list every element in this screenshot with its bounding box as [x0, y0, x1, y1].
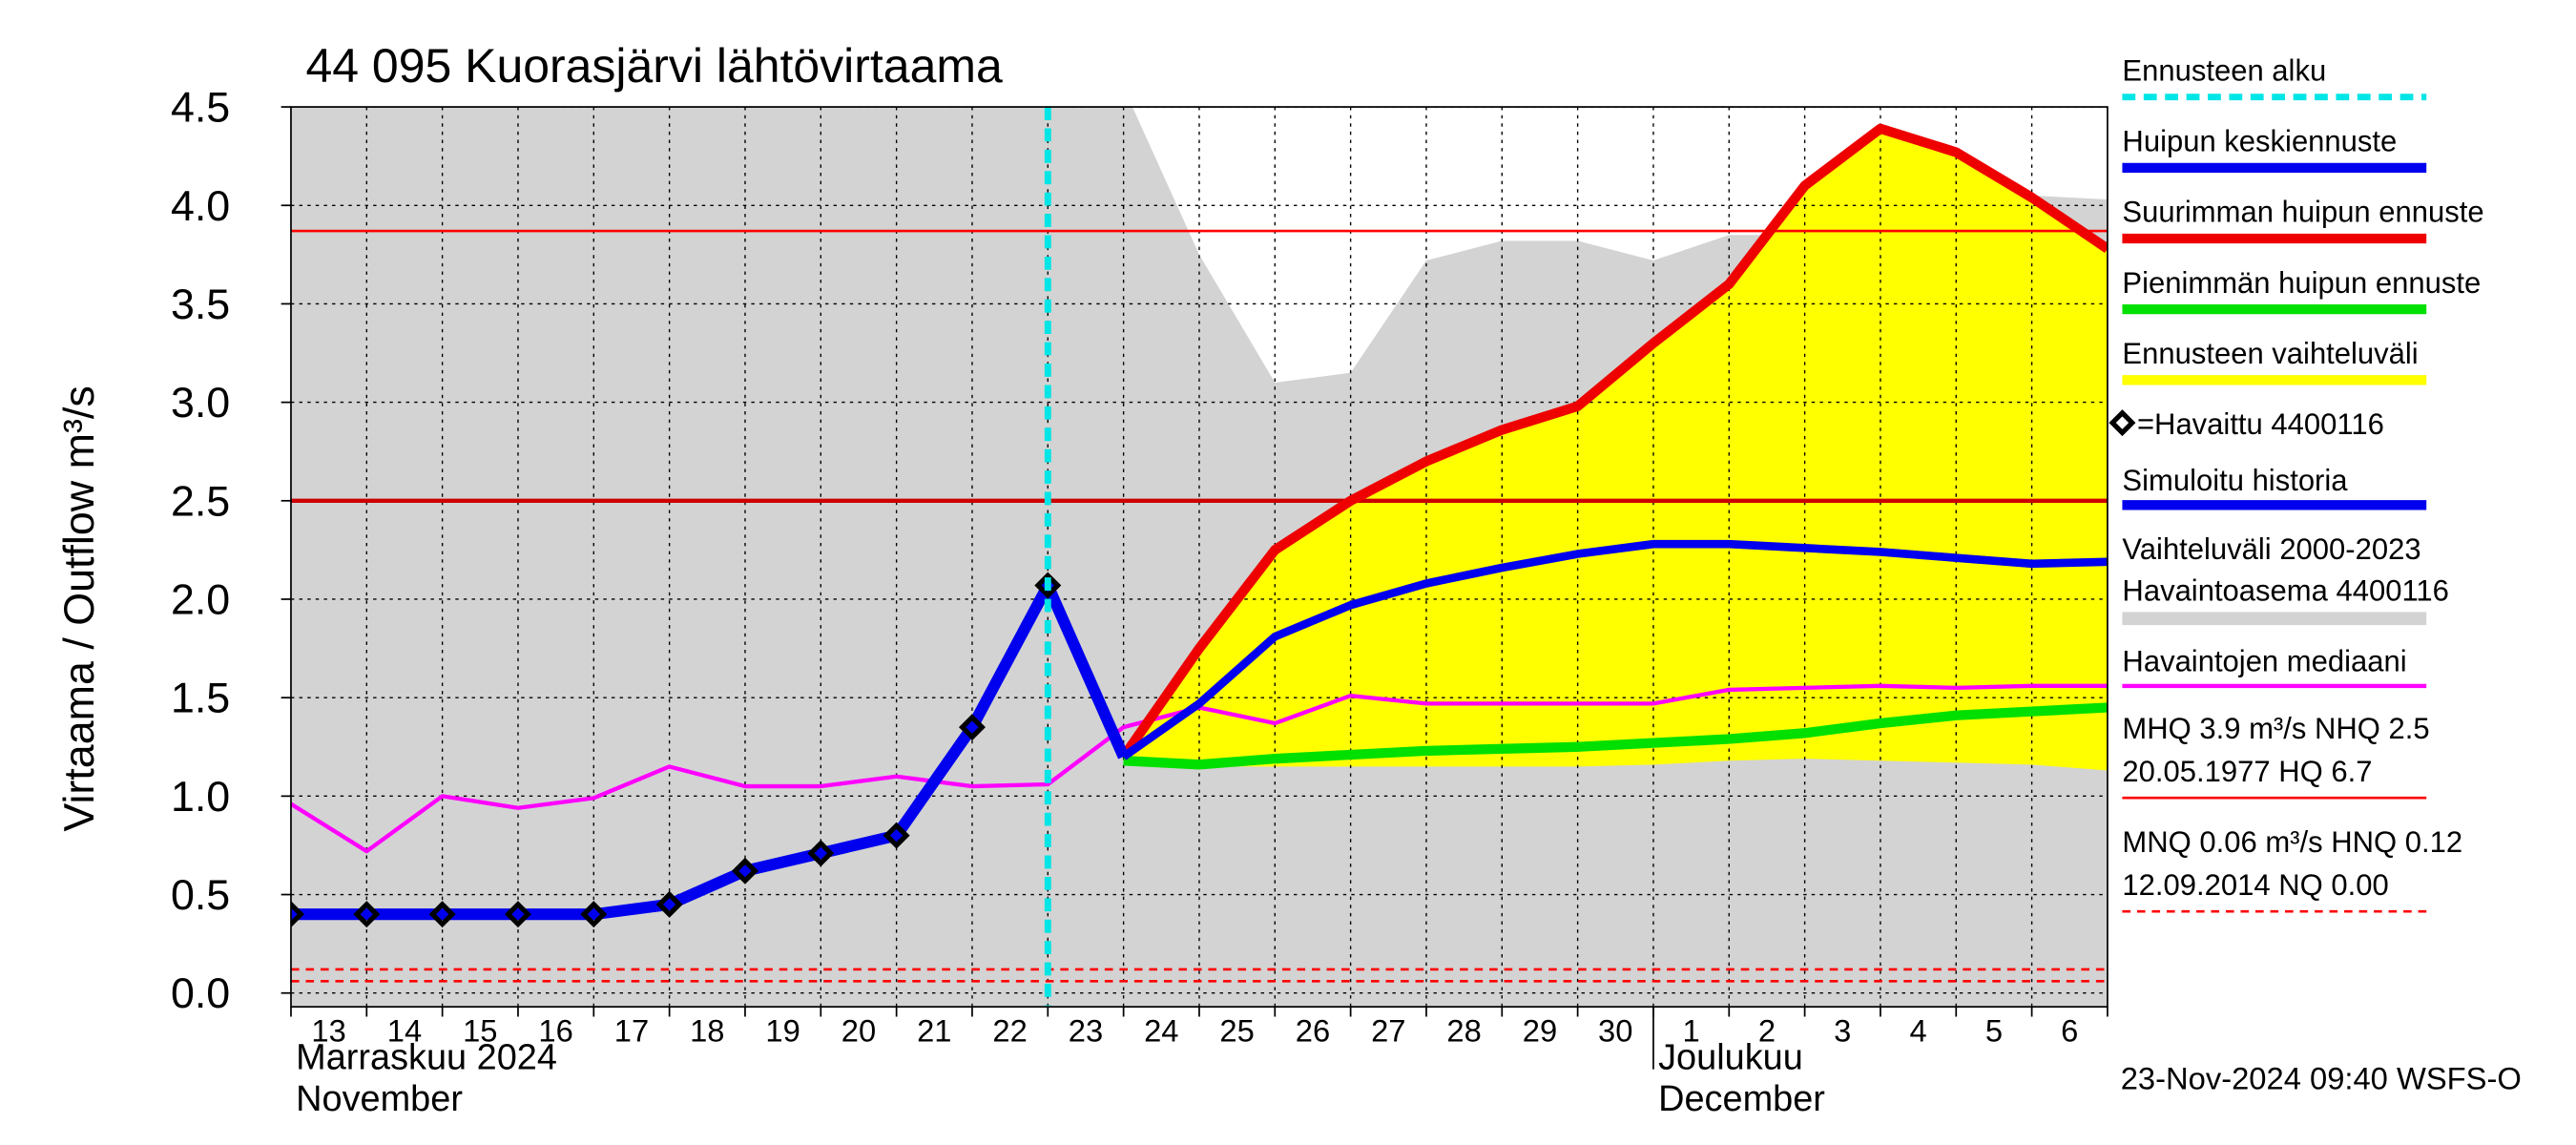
legend-marker: [2109, 409, 2136, 437]
observed-marker: [428, 901, 456, 928]
x-tick-label: 22: [992, 1012, 1027, 1048]
observed-marker: [731, 857, 758, 885]
month-label: Marraskuu 2024: [296, 1038, 557, 1078]
x-tick-label: 6: [2061, 1012, 2078, 1048]
month-label: November: [296, 1079, 463, 1119]
y-tick-label: 4.0: [171, 182, 230, 230]
series-line: [1123, 702, 2108, 770]
legend-label: =Havaittu 4400116: [2137, 407, 2384, 441]
plot-area: [290, 107, 2108, 1008]
legend-label: Havaintoasema 4400116: [2122, 573, 2448, 607]
month-label: Joulukuu: [1658, 1038, 1803, 1078]
legend-label: Vaihteluväli 2000-2023: [2122, 532, 2420, 566]
observed-marker: [883, 822, 910, 849]
y-tick-label: 0.0: [171, 969, 230, 1017]
x-tick-label: 3: [1834, 1012, 1851, 1048]
series-line: [1119, 123, 2108, 760]
chart-title: 44 095 Kuorasjärvi lähtövirtaama: [305, 39, 1002, 93]
legend-label: Suurimman huipun ennuste: [2122, 196, 2483, 229]
x-tick-label: 23: [1069, 1012, 1103, 1048]
legend-label: MHQ 3.9 m³/s NHQ 2.5: [2122, 712, 2429, 745]
legend-label: Ennusteen alku: [2122, 53, 2326, 87]
x-tick-label: 24: [1144, 1012, 1178, 1048]
legend-label: MNQ 0.06 m³/s HNQ 0.12: [2122, 825, 2462, 859]
x-tick-label: 14: [387, 1012, 422, 1048]
observed-marker: [807, 840, 835, 867]
observed-marker: [958, 714, 986, 741]
series-line: [1121, 539, 2108, 760]
x-tick-label: 21: [917, 1012, 951, 1048]
x-tick-label: 19: [765, 1012, 800, 1048]
legend-label: 12.09.2014 NQ 0.00: [2122, 868, 2388, 902]
x-tick-label: 30: [1598, 1012, 1632, 1048]
legend-label: Havaintojen mediaani: [2122, 644, 2406, 677]
legend-label: Simuloitu historia: [2122, 464, 2348, 497]
x-tick-label: 17: [614, 1012, 649, 1048]
observed-marker: [1034, 572, 1062, 599]
x-tick-label: 5: [1985, 1012, 2003, 1048]
observed-marker: [504, 901, 531, 928]
x-tick-label: 4: [1909, 1012, 1926, 1048]
forecast-band: [1123, 128, 2108, 771]
observed-marker: [580, 901, 608, 928]
x-tick-label: 18: [690, 1012, 724, 1048]
observed-marker: [290, 901, 304, 928]
legend-label: Pienimmän huipun ennuste: [2122, 266, 2481, 300]
y-axis-label: Virtaama / Outflow m³/s: [55, 385, 103, 831]
x-tick-label: 28: [1446, 1012, 1481, 1048]
x-tick-label: 20: [841, 1012, 876, 1048]
y-tick-label: 2.0: [171, 575, 230, 623]
x-tick-label: 29: [1523, 1012, 1557, 1048]
legend-label: Huipun keskiennuste: [2122, 125, 2397, 158]
x-tick-label: 26: [1296, 1012, 1330, 1048]
x-tick-label: 2: [1758, 1012, 1776, 1048]
y-tick-label: 1.0: [171, 773, 230, 821]
observed-marker: [353, 901, 381, 928]
x-tick-label: 16: [538, 1012, 572, 1048]
y-tick-label: 0.5: [171, 871, 230, 919]
x-tick-label: 13: [311, 1012, 345, 1048]
x-tick-label: 25: [1219, 1012, 1254, 1048]
x-tick-label: 1: [1683, 1012, 1700, 1048]
x-tick-label: 27: [1371, 1012, 1405, 1048]
month-label: December: [1658, 1079, 1825, 1119]
x-tick-label: 15: [463, 1012, 497, 1048]
y-tick-label: 3.5: [171, 281, 230, 328]
footer: 23-Nov-2024 09:40 WSFS-O: [2121, 1060, 2522, 1095]
legend-label: 20.05.1977 HQ 6.7: [2122, 755, 2372, 788]
y-tick-label: 1.5: [171, 675, 230, 722]
observed-marker: [655, 890, 683, 918]
y-tick-label: 4.5: [171, 84, 230, 132]
legend-label: Ennusteen vaihteluväli: [2122, 337, 2418, 370]
y-tick-label: 2.5: [171, 477, 230, 525]
y-tick-label: 3.0: [171, 379, 230, 427]
